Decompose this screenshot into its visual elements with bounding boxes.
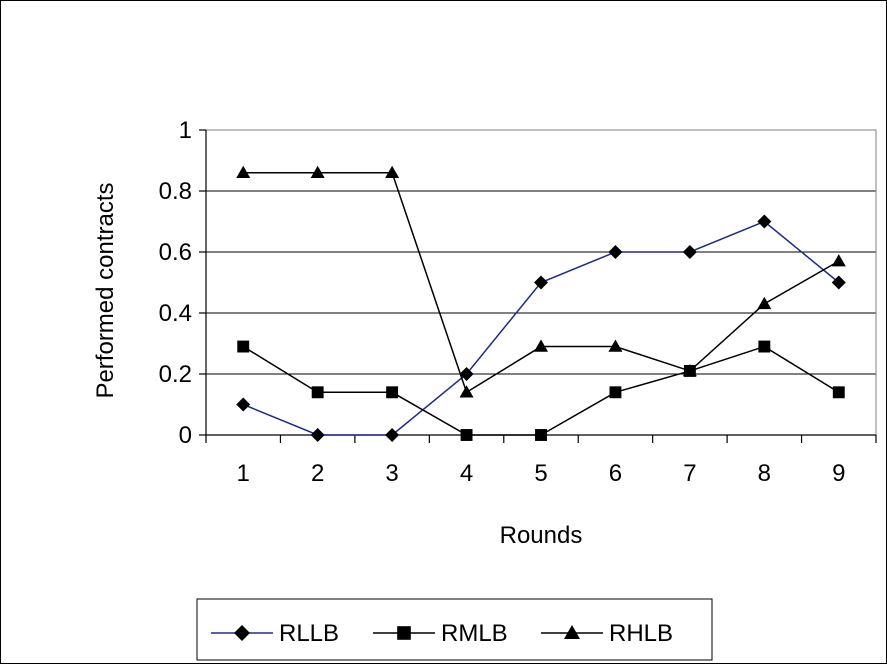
- y-tick-labels: 0 0.2 0.4 0.6 0.8 1: [159, 117, 192, 449]
- data-point-rhlb: [534, 339, 548, 352]
- x-tick-label: 6: [609, 460, 622, 487]
- data-point-rmlb: [832, 386, 845, 399]
- legend-box: [196, 598, 713, 661]
- y-tick-label: 0: [179, 422, 192, 449]
- x-tick-label: 8: [758, 460, 771, 487]
- data-point-rllb: [682, 245, 697, 259]
- series-line-rmlb: [242, 345, 840, 436]
- data-point-rllb: [831, 275, 846, 290]
- data-point-rhlb: [831, 254, 846, 267]
- data-point-rhlb: [757, 296, 772, 310]
- data-point-rmlb: [758, 340, 771, 353]
- data-point-rmlb: [460, 429, 473, 441]
- data-point-rmlb: [535, 429, 547, 441]
- legend-marker: [564, 625, 580, 639]
- data-point-rllb: [459, 367, 474, 381]
- y-axis-label: Performed contracts: [92, 182, 119, 398]
- legend-marker: [234, 625, 250, 641]
- legend-label: RMLB: [441, 620, 508, 647]
- series-rhlb: [236, 165, 846, 398]
- data-point-rllb: [385, 428, 400, 442]
- gridlines: [206, 129, 876, 375]
- data-point-rllb: [310, 428, 325, 442]
- series-group: [236, 165, 846, 442]
- y-tick-label: 0.2: [159, 361, 192, 388]
- x-tick-label: 1: [237, 460, 250, 487]
- data-point-rmlb: [386, 386, 399, 399]
- x-tick-label: 7: [683, 460, 696, 487]
- data-point-rmlb: [311, 386, 324, 399]
- x-tick-label: 3: [385, 460, 398, 487]
- data-point-rhlb: [682, 363, 697, 377]
- y-tick-label: 1: [179, 117, 192, 144]
- y-tick-label: 0.6: [159, 239, 192, 266]
- data-point-rllb: [236, 397, 251, 412]
- data-point-rhlb: [310, 165, 325, 178]
- data-point-rllb: [757, 214, 772, 229]
- x-axis-label: Rounds: [500, 522, 583, 549]
- legend: RLLB RMLB RHLB: [196, 598, 713, 661]
- data-point-rllb: [608, 245, 623, 259]
- x-tick-label: 5: [534, 460, 547, 487]
- data-point-rmlb: [609, 386, 622, 399]
- legend-label: RHLB: [609, 620, 673, 647]
- legend-item-rllb: RLLB: [211, 620, 339, 647]
- series-line-rllb: [242, 220, 840, 436]
- y-tick-label: 0.8: [159, 178, 192, 205]
- legend-marker: [397, 626, 411, 640]
- data-point-rllb: [534, 275, 548, 290]
- y-tick-label: 0.4: [159, 300, 192, 327]
- x-tick-label: 2: [311, 460, 324, 487]
- x-tick-label: 9: [832, 460, 845, 487]
- data-point-rhlb: [459, 385, 474, 398]
- legend-item-rmlb: RMLB: [373, 620, 508, 647]
- legend-label: RLLB: [279, 620, 339, 647]
- data-point-rhlb: [608, 339, 623, 352]
- data-point-rmlb: [237, 340, 250, 353]
- series-rmlb: [237, 340, 845, 441]
- data-point-rhlb: [385, 165, 400, 178]
- series-rllb: [236, 214, 846, 442]
- legend-item-rhlb: RHLB: [541, 620, 673, 647]
- x-tick-label: 4: [460, 460, 473, 487]
- x-tick-labels: 1 2 3 4 5 6 7 8 9: [237, 460, 846, 487]
- data-point-rhlb: [236, 165, 251, 178]
